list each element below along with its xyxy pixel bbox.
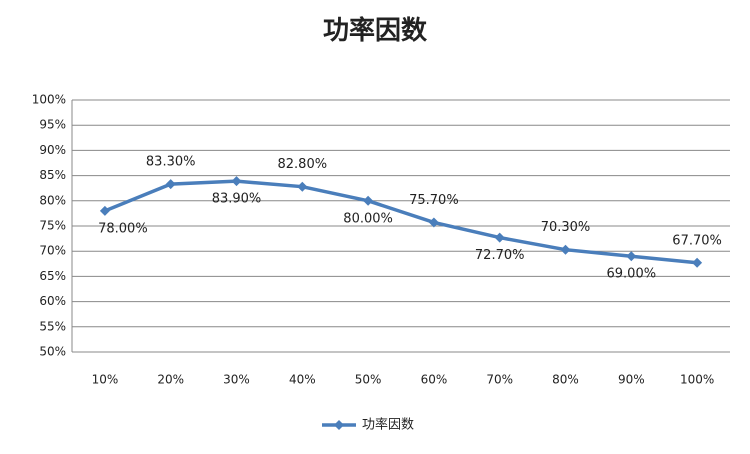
x-tick-label: 20% [157, 373, 184, 387]
x-tick-label: 10% [92, 373, 119, 387]
y-tick-label: 80% [39, 193, 66, 207]
data-label: 83.30% [146, 155, 196, 170]
data-label: 69.00% [607, 267, 657, 282]
x-tick-label: 40% [289, 373, 316, 387]
point [231, 176, 242, 187]
data-label: 82.80% [278, 157, 328, 172]
y-tick-label: 65% [39, 269, 66, 283]
x-tick-label: 80% [552, 373, 579, 387]
y-tick-label: 75% [39, 219, 66, 233]
y-tick-label: 55% [39, 319, 66, 333]
data-label: 80.00% [343, 211, 393, 226]
x-tick-label: 70% [486, 373, 513, 387]
x-tick-label: 50% [355, 373, 382, 387]
y-tick-label: 100% [32, 93, 66, 107]
data-label: 72.70% [475, 248, 525, 263]
x-tick-label: 90% [618, 373, 645, 387]
y-tick-label: 60% [39, 294, 66, 308]
y-tick-label: 95% [39, 118, 66, 132]
point [165, 179, 176, 190]
y-tick-label: 90% [39, 143, 66, 157]
legend-marker [334, 420, 344, 430]
point [692, 257, 703, 268]
data-label: 67.70% [672, 233, 722, 248]
point [626, 251, 637, 262]
legend-label: 功率因数 [362, 417, 414, 433]
point [99, 205, 110, 216]
point [560, 244, 571, 255]
x-tick-label: 60% [421, 373, 448, 387]
series-line [104, 179, 698, 265]
data-label: 75.70% [409, 193, 459, 208]
data-label: 70.30% [541, 220, 591, 235]
chart-title: 功率因数 [323, 15, 428, 46]
data-label: 83.90% [212, 192, 262, 207]
x-tick-label: 100% [680, 373, 714, 387]
point [494, 232, 505, 243]
y-tick-label: 85% [39, 168, 66, 182]
y-tick-label: 50% [39, 345, 66, 359]
point [428, 217, 439, 228]
point [297, 181, 308, 192]
point [363, 195, 374, 206]
y-tick-label: 70% [39, 244, 66, 258]
x-tick-label: 30% [223, 373, 250, 387]
data-label: 78.00% [98, 221, 148, 236]
